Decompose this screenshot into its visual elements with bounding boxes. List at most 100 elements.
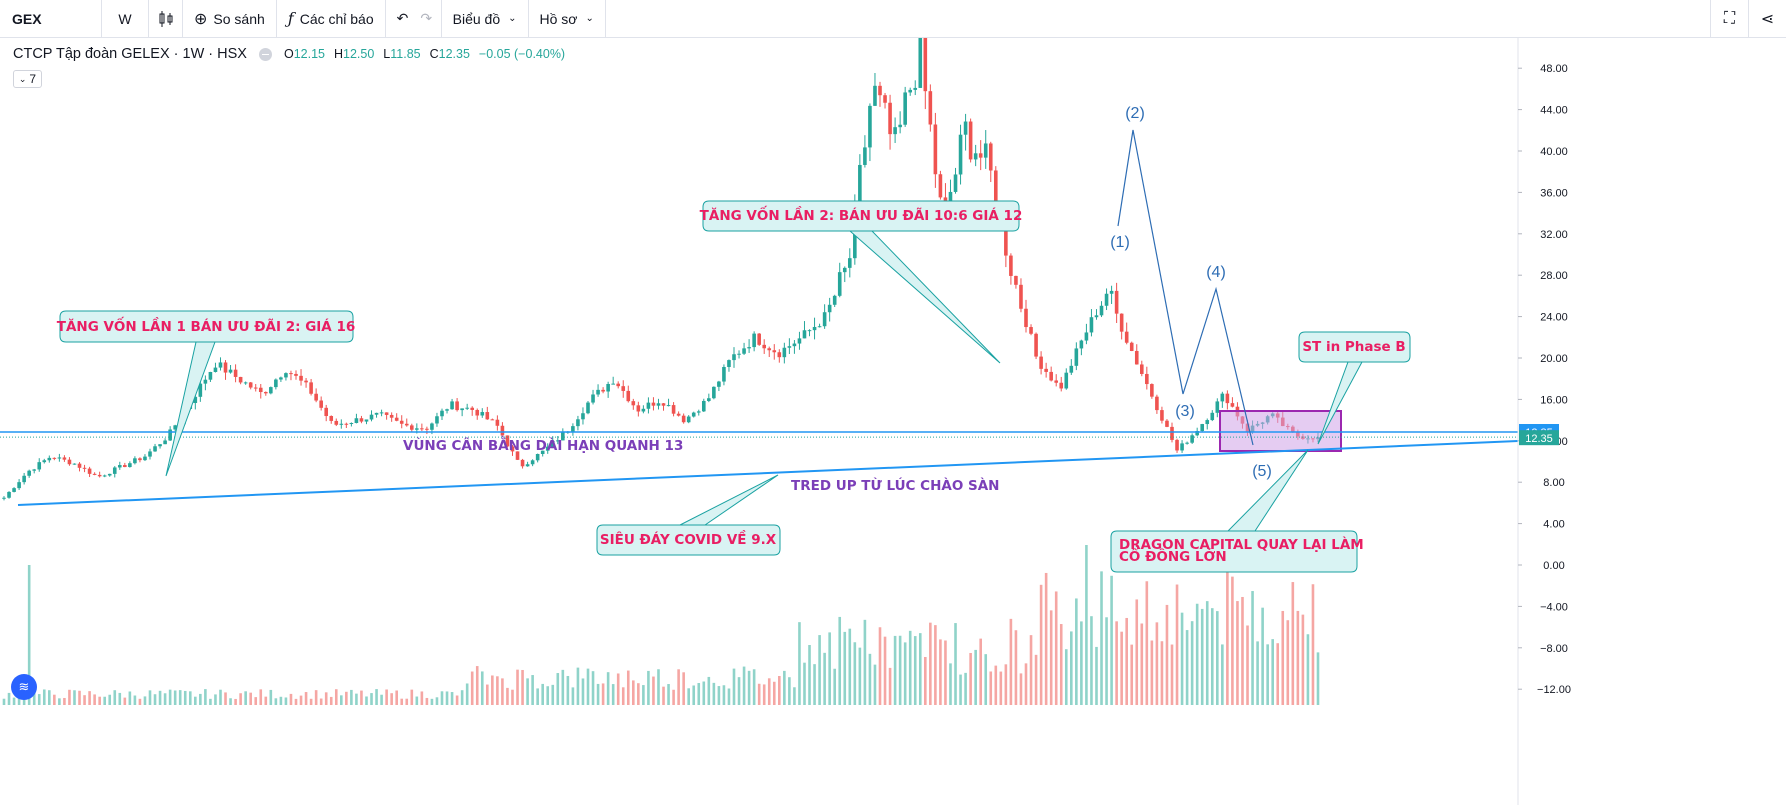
chart-style-button[interactable] — [149, 0, 183, 38]
price-tags: 12.85 12.35 — [1519, 424, 1559, 446]
volume-bar — [1054, 591, 1058, 705]
price-chart[interactable]: VÙNG CÂN BẰNG DÀI HẠN QUANH 13 TRED UP T… — [0, 38, 1786, 805]
candle-body — [923, 38, 928, 92]
candle-body — [163, 440, 167, 445]
candle-body — [248, 382, 253, 388]
candle-body — [274, 379, 278, 388]
candle-body — [500, 425, 505, 436]
candle-body — [289, 373, 293, 375]
volume-bar — [1261, 607, 1264, 705]
study-toggle-button[interactable]: ⌄ 7 — [13, 70, 42, 88]
volume-bar — [858, 647, 862, 705]
tradingview-logo-icon[interactable]: ≋ — [11, 674, 37, 700]
volume-bar — [1059, 624, 1063, 705]
profile-menu-label: Hồ sơ — [539, 10, 578, 27]
price-scale[interactable]: 48.00 44.00 40.00 36.00 32.00 28.00 24.00 20.00… — [1517, 38, 1571, 805]
volume-bar — [37, 694, 41, 705]
volume-bar — [329, 696, 333, 705]
volume-bar — [798, 622, 801, 705]
candle-body — [208, 371, 213, 380]
volume-bar — [596, 683, 600, 705]
volume-bar — [168, 689, 172, 705]
redo-icon[interactable]: ↷ — [420, 10, 433, 26]
volume-bar — [1130, 644, 1134, 705]
volume-bar — [591, 671, 595, 705]
volume-bar — [873, 664, 877, 705]
candle-body — [621, 386, 626, 391]
candle-body — [415, 428, 419, 430]
volume-bar — [637, 683, 640, 705]
high-value: 12.50 — [343, 47, 375, 61]
candle-body — [1225, 393, 1230, 404]
volume-bar — [264, 696, 268, 705]
volume-bar — [918, 633, 922, 705]
chart-menu-button[interactable]: Biểu đồ ⌄ — [442, 0, 529, 38]
volume-bar — [868, 653, 872, 705]
candle-body — [722, 366, 726, 382]
plus-circle-icon: ⊕ — [194, 10, 208, 28]
candle-body — [963, 121, 968, 135]
candle-body — [646, 402, 651, 409]
candle-body — [757, 333, 761, 345]
volume-bar — [778, 676, 781, 705]
volume-bar — [1160, 641, 1164, 705]
compare-button[interactable]: ⊕ So sánh — [183, 0, 277, 38]
volume-bar — [425, 697, 429, 705]
candle-body — [67, 459, 72, 465]
candle-body — [515, 451, 520, 460]
volume-bar — [304, 692, 308, 705]
candle-body — [701, 400, 706, 412]
hide-series-icon[interactable] — [258, 47, 272, 61]
candle-body — [128, 463, 132, 468]
volume-bar — [93, 694, 96, 705]
volume-bar — [395, 690, 398, 705]
indicators-button[interactable]: ƒ Các chỉ báo — [277, 0, 386, 38]
share-button[interactable]: ⋖ — [1748, 0, 1786, 38]
chevron-down-icon: ⌄ — [585, 13, 594, 24]
candle-body — [1170, 426, 1174, 440]
volume-bar — [546, 686, 550, 705]
volume-bar — [254, 697, 258, 705]
candles-icon — [159, 10, 172, 27]
candle-body — [1185, 442, 1189, 444]
candle-body — [873, 85, 877, 106]
volume-bar — [1039, 584, 1043, 705]
candle-body — [928, 91, 933, 125]
volume-bar — [224, 692, 227, 705]
undo-icon[interactable]: ↶ — [396, 10, 409, 26]
callout-box — [702, 200, 1020, 232]
candle-body — [62, 457, 67, 460]
profile-menu-button[interactable]: Hồ sơ ⌄ — [529, 0, 606, 38]
candle-body — [1145, 373, 1149, 385]
callout-capital-raise-1: TĂNG VỐN LẦN 1 BÁN ƯU ĐÃI 2: GIÁ 16 — [57, 315, 356, 335]
volume-bar — [1231, 576, 1234, 705]
fullscreen-button[interactable]: ⛶ — [1710, 0, 1748, 38]
candle-body — [77, 463, 82, 468]
interval-button[interactable]: W — [102, 0, 149, 38]
volume-bar — [1266, 644, 1269, 705]
trend-line — [17, 440, 1519, 506]
candle-body — [858, 164, 862, 202]
candle-body — [112, 467, 117, 474]
candle-body — [117, 465, 122, 468]
candle-body — [1079, 340, 1084, 349]
callout-pointer — [848, 230, 1001, 364]
volume-bar — [2, 698, 6, 705]
candle-body — [545, 446, 550, 451]
candle-body — [576, 419, 580, 427]
volume-bar — [1276, 643, 1280, 705]
candle-body — [158, 444, 162, 447]
candle-body — [717, 381, 721, 387]
volume-bar — [652, 676, 655, 705]
volume-bar — [370, 693, 373, 705]
volume-bar — [410, 689, 414, 705]
volume-bar — [415, 696, 419, 705]
candle-body — [7, 491, 11, 498]
candle-body — [737, 353, 741, 355]
candle-body — [1024, 308, 1028, 328]
volume-bar — [621, 687, 625, 705]
volume-bar — [48, 690, 51, 705]
symbol-search-button[interactable]: GEX — [0, 0, 102, 38]
candle-body — [842, 267, 847, 273]
candle-body — [832, 295, 837, 305]
